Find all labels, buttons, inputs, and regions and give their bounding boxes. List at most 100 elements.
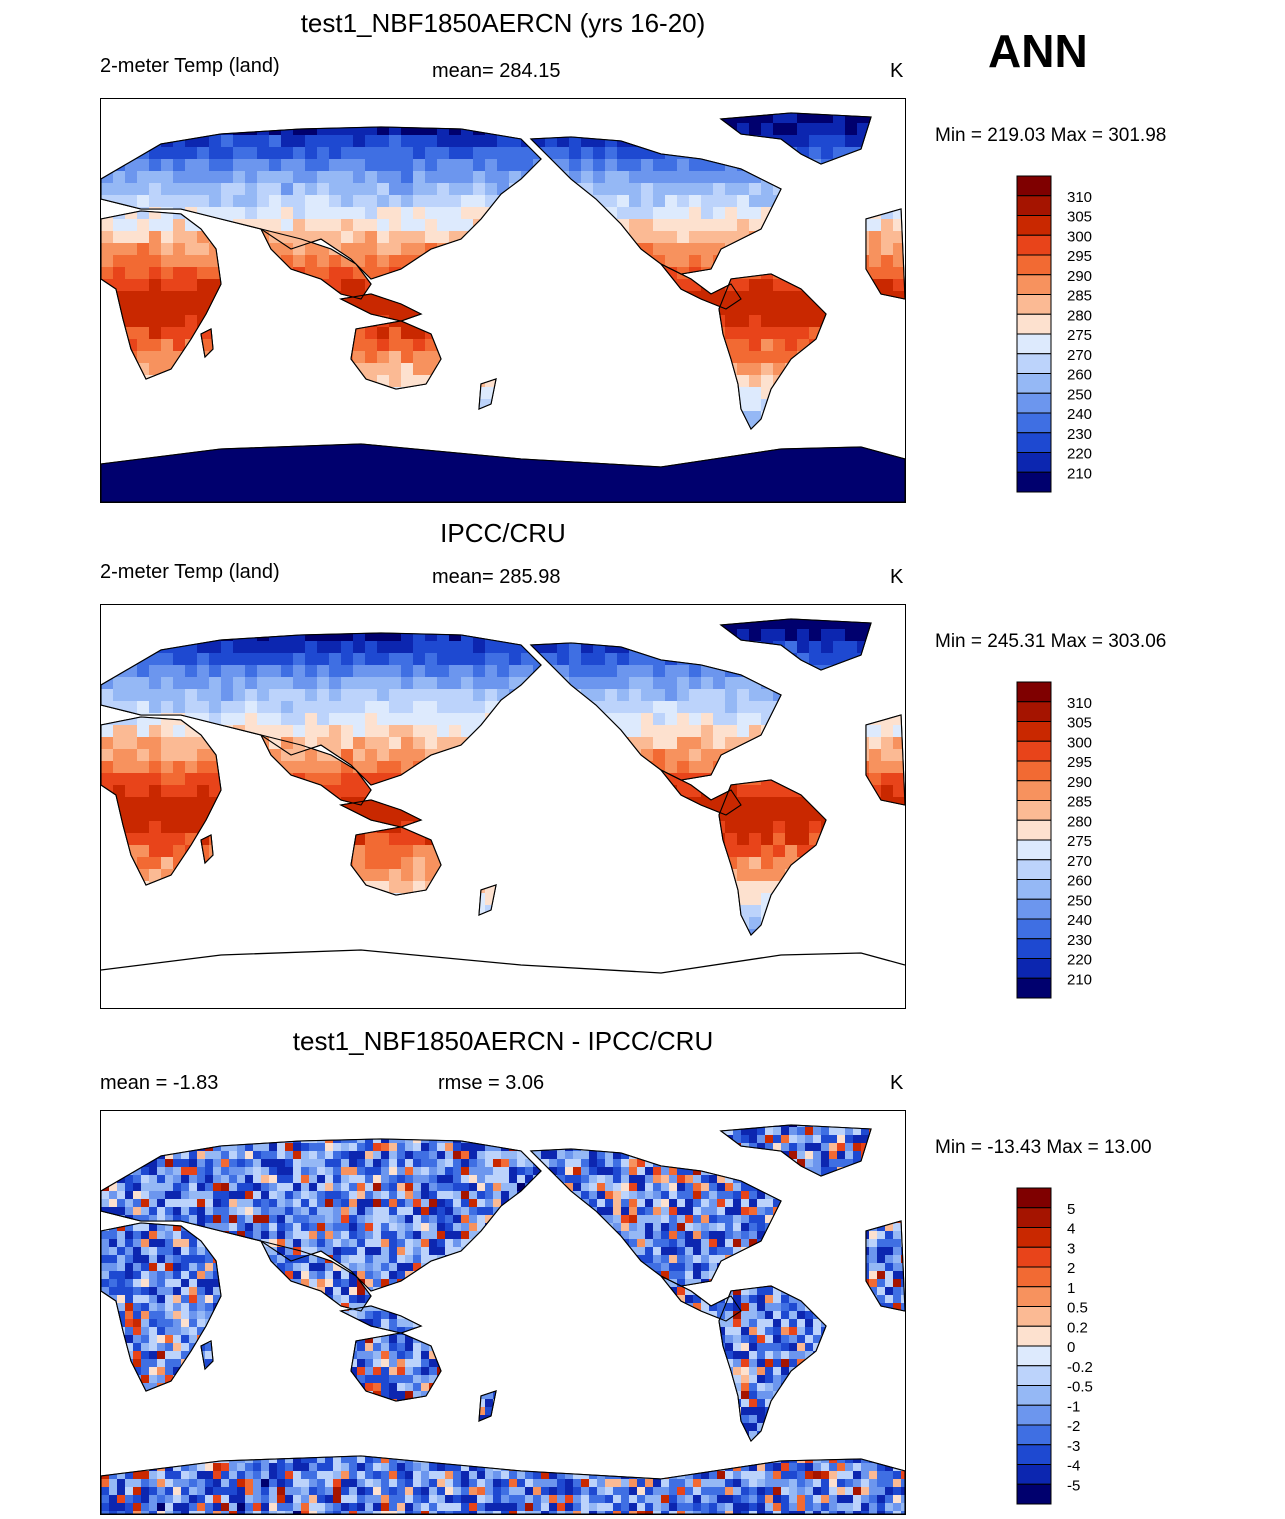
gridcell xyxy=(617,893,629,905)
gridcell xyxy=(245,605,257,617)
gridcell xyxy=(797,809,809,821)
gridcell xyxy=(701,423,713,435)
gridcell xyxy=(101,387,113,399)
gridcell xyxy=(605,713,617,725)
gridcell xyxy=(185,291,197,303)
coastline-eurasia xyxy=(101,126,542,280)
gridcell xyxy=(557,869,569,881)
gridcell xyxy=(473,857,485,869)
gridcell xyxy=(509,339,521,351)
gridcell xyxy=(857,977,869,989)
gridcell xyxy=(389,171,401,183)
gridcell xyxy=(293,737,305,749)
gridcell xyxy=(785,737,797,749)
gridcell xyxy=(509,303,521,315)
gridcell xyxy=(689,797,701,809)
gridcell xyxy=(665,1001,677,1008)
gridcell xyxy=(557,713,569,725)
gridcell xyxy=(497,619,509,629)
gridcell xyxy=(413,495,425,502)
gridcell xyxy=(281,689,293,701)
gridcell xyxy=(797,435,809,447)
gridcell xyxy=(221,689,233,701)
gridcell xyxy=(437,619,449,629)
gridcell xyxy=(353,291,365,303)
gridcell xyxy=(209,725,221,737)
gridcell xyxy=(857,713,869,725)
gridcell xyxy=(521,159,533,171)
gridcell xyxy=(713,797,725,809)
gridcell xyxy=(161,629,173,641)
gridcell xyxy=(437,495,449,502)
gridcell xyxy=(233,929,245,935)
gridcell xyxy=(677,713,689,725)
gridcell xyxy=(353,713,365,725)
gridcell xyxy=(125,797,137,809)
gridcell xyxy=(149,279,161,291)
gridcell xyxy=(653,677,665,689)
gridcell xyxy=(533,375,545,387)
gridcell xyxy=(269,845,281,857)
gridcell xyxy=(125,483,137,495)
gridcell xyxy=(833,99,845,111)
gridcell xyxy=(281,869,293,881)
gridcell xyxy=(185,629,197,641)
gridcell xyxy=(737,1001,749,1008)
gridcell xyxy=(221,183,233,195)
gridcell xyxy=(281,941,293,953)
gridcell xyxy=(833,713,845,725)
gridcell xyxy=(381,1111,389,1119)
gridcell xyxy=(221,701,233,713)
gridcell xyxy=(389,809,401,821)
gridcell xyxy=(293,1111,301,1119)
gridcell xyxy=(389,977,401,989)
gridcell xyxy=(281,893,293,905)
gridcell xyxy=(701,821,713,833)
gridcell xyxy=(737,339,749,351)
gridcell xyxy=(497,327,509,339)
gridcell xyxy=(809,147,821,159)
gridcell xyxy=(377,363,389,375)
gridcell xyxy=(809,749,821,761)
gridcell xyxy=(209,929,221,935)
gridcell xyxy=(773,677,785,689)
gridcell xyxy=(509,737,521,749)
gridcell xyxy=(485,135,497,147)
gridcell xyxy=(833,953,845,965)
gridcell xyxy=(581,713,593,725)
gridcell xyxy=(365,1125,373,1127)
gridcell xyxy=(665,207,677,219)
gridcell xyxy=(749,619,761,629)
gridcell xyxy=(245,665,257,677)
gridcell xyxy=(557,809,569,821)
gridcell xyxy=(101,929,113,935)
gridcell xyxy=(665,629,677,641)
gridcell xyxy=(521,243,533,255)
gridcell xyxy=(893,701,905,713)
gridcell xyxy=(329,605,341,617)
gridcell xyxy=(581,219,593,231)
gridcell xyxy=(773,315,785,327)
gridcell xyxy=(677,917,689,929)
gridcell xyxy=(485,423,497,435)
gridcell xyxy=(569,653,581,665)
colorbar-label: 290 xyxy=(1067,268,1092,285)
gridcell xyxy=(881,327,893,339)
gridcell xyxy=(149,1111,157,1119)
colorbar-label: 240 xyxy=(1067,912,1092,929)
gridcell xyxy=(653,619,665,629)
gridcell xyxy=(413,183,425,195)
gridcell xyxy=(797,495,809,502)
gridcell xyxy=(821,701,833,713)
gridcell xyxy=(749,351,761,363)
gridcell xyxy=(137,435,149,447)
gridcell xyxy=(209,279,221,291)
gridcell xyxy=(713,123,725,135)
gridcell xyxy=(857,255,869,267)
gridcell xyxy=(845,905,857,917)
gridcell xyxy=(117,1111,125,1119)
gridcell xyxy=(677,123,689,135)
gridcell xyxy=(833,113,845,123)
gridcell xyxy=(521,653,533,665)
gridcell xyxy=(641,339,653,351)
